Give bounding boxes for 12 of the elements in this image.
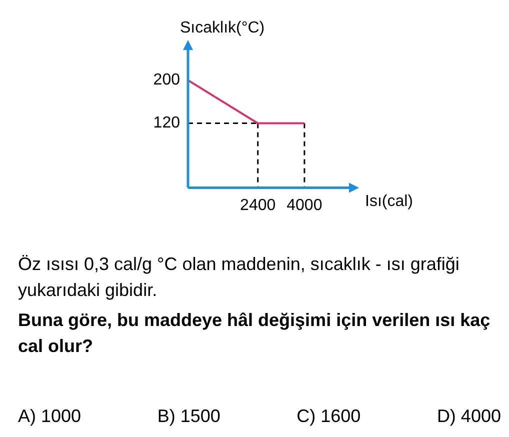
text: D) 4000 xyxy=(436,405,501,428)
x-axis-title: Isı(cal) xyxy=(365,193,413,210)
y-axis-title: Sıcaklık(°C) xyxy=(180,19,265,36)
text: C) 1600 xyxy=(296,405,361,428)
y-tick-label: 200 xyxy=(153,72,180,89)
text: Buna göre, bu maddeye hâl değişimi için verilen ısı kaç cal olur? xyxy=(18,309,492,358)
text: Öz ısısı 0,3 cal/g °C olan maddenin, sıcaklık - ısı grafiği yukarıdaki gibidir. xyxy=(18,253,460,302)
text: B) 1500 xyxy=(157,405,220,428)
x-tick-label: 4000 xyxy=(286,196,322,214)
text: A) 1000 xyxy=(18,405,82,428)
y-tick-label: 120 xyxy=(153,114,180,132)
x-tick-label: 2400 xyxy=(240,196,276,214)
